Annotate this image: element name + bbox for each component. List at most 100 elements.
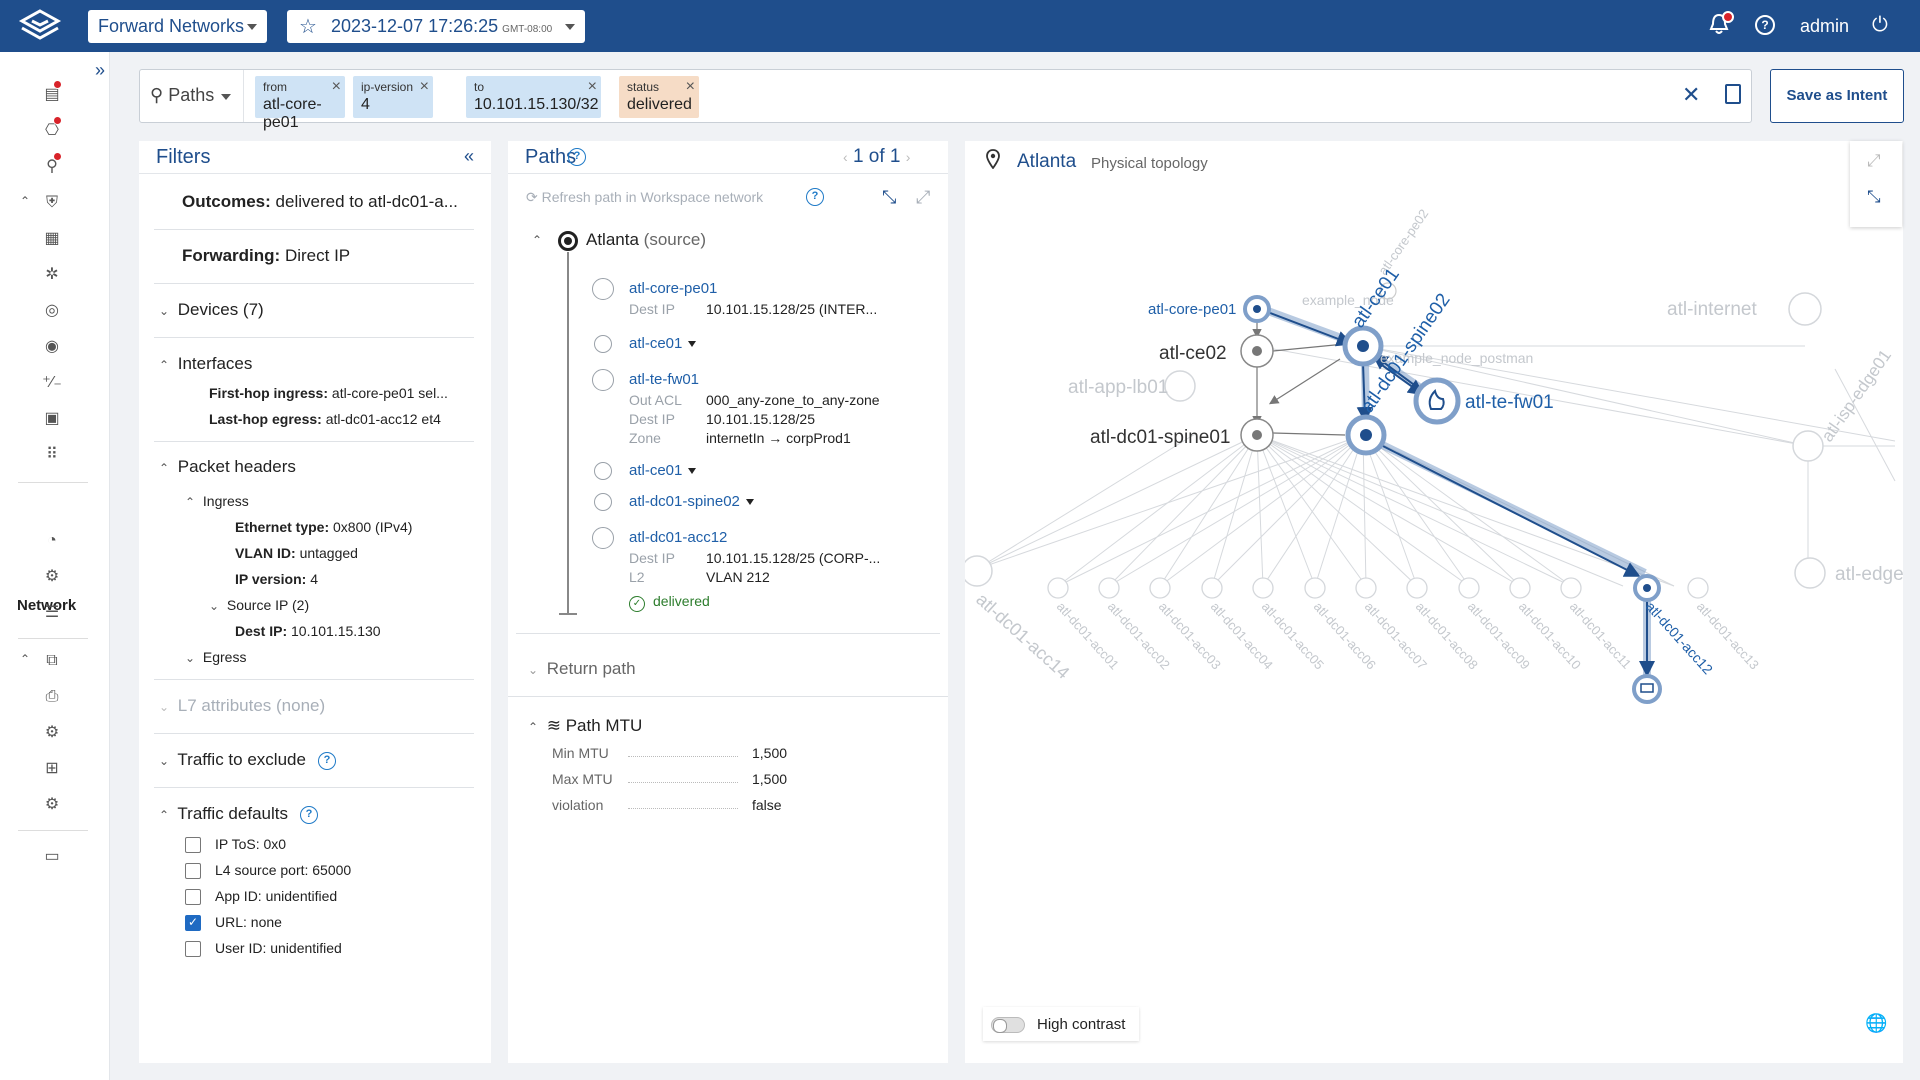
collapse-view-icon[interactable]: ⤡ bbox=[882, 187, 897, 207]
target-icon[interactable]: ◎ bbox=[45, 302, 59, 319]
search-icon: ⚲ bbox=[150, 85, 164, 105]
topology-title[interactable]: Atlanta bbox=[1017, 151, 1077, 172]
expand-view-icon[interactable]: ⤢ bbox=[916, 187, 931, 207]
star-icon[interactable]: ☆ bbox=[299, 16, 317, 38]
filter-outcomes[interactable]: Outcomes: delivered to atl-dc01-a... bbox=[182, 192, 458, 212]
grid-search-icon[interactable]: ▦ bbox=[44, 230, 60, 247]
node-acc14[interactable] bbox=[965, 555, 993, 587]
dashboard-icon[interactable]: ◔ bbox=[47, 532, 57, 549]
hop-link[interactable]: atl-dc01-spine02 bbox=[629, 493, 754, 510]
search-alert-icon[interactable]: ⚲ bbox=[41, 152, 63, 178]
topology-graph[interactable]: atl-core-pe01 atl-core-pe02 example_node… bbox=[965, 141, 1903, 1063]
query-mode-select[interactable]: ⚲ Paths bbox=[140, 70, 244, 122]
checkbox-ip-tos[interactable] bbox=[185, 837, 201, 853]
gear-icon[interactable]: ⚙ bbox=[44, 796, 60, 813]
filter-traffic-exclude[interactable]: ⌄ Traffic to exclude? bbox=[159, 750, 336, 770]
help-icon[interactable]: ? bbox=[568, 148, 586, 166]
snapshot-select[interactable]: ☆ 2023-12-07 17:26:25 GMT-08:00 bbox=[287, 10, 585, 43]
forward-logo-icon[interactable] bbox=[18, 8, 62, 44]
notification-doc-icon[interactable]: ▤ bbox=[41, 80, 63, 106]
refresh-path-button[interactable]: ⟳ Refresh path in Workspace network bbox=[526, 189, 763, 206]
hop-link[interactable]: atl-core-pe01 bbox=[629, 280, 718, 297]
node-host[interactable] bbox=[1632, 674, 1662, 704]
apps-grid-icon[interactable]: ⠿ bbox=[46, 446, 58, 463]
shield-icon[interactable]: ⛨ bbox=[45, 194, 58, 211]
checkbox-url[interactable]: ✓ bbox=[185, 915, 201, 931]
filter-devices[interactable]: ⌄ Devices (7) bbox=[159, 300, 264, 320]
bell-icon[interactable] bbox=[1708, 11, 1734, 38]
high-contrast-toggle[interactable] bbox=[991, 1017, 1025, 1033]
node-edge[interactable] bbox=[1794, 557, 1826, 589]
hop-link[interactable]: atl-ce01 bbox=[629, 335, 697, 352]
checkbox-app-id[interactable] bbox=[185, 889, 201, 905]
filter-key: Outcomes: bbox=[182, 192, 271, 211]
help-icon[interactable]: ? bbox=[299, 805, 318, 824]
expand-view-icon[interactable]: ⤢ bbox=[1867, 151, 1881, 170]
filter-packet-headers[interactable]: ⌃ Packet headers bbox=[159, 457, 296, 477]
clear-query-icon[interactable]: ✕ bbox=[1682, 82, 1701, 107]
node-core-pe02[interactable] bbox=[1379, 282, 1397, 300]
monitor-alert-icon[interactable]: ⎔ bbox=[41, 116, 63, 142]
help-icon[interactable]: ? bbox=[1755, 15, 1775, 35]
filter-traffic-defaults[interactable]: ⌃ Traffic defaults? bbox=[159, 804, 318, 824]
network-settings-icon[interactable]: ⚙ bbox=[44, 568, 60, 585]
close-icon[interactable]: × bbox=[419, 78, 429, 95]
filter-forwarding[interactable]: Forwarding: Direct IP bbox=[182, 246, 350, 266]
filter-interfaces[interactable]: ⌃ Interfaces bbox=[159, 354, 252, 374]
snowflake-icon[interactable]: ✲ bbox=[45, 266, 59, 283]
filter-value: Direct IP bbox=[284, 246, 351, 265]
expand-rail-icon[interactable]: » bbox=[95, 60, 106, 80]
chip-value: 10.101.15.130/32 bbox=[474, 96, 599, 113]
node-internet[interactable] bbox=[1788, 292, 1822, 326]
chevron-up-icon[interactable]: ⌃ bbox=[20, 194, 31, 208]
return-path-toggle[interactable]: ⌄ Return path bbox=[528, 659, 636, 679]
report-search-icon[interactable]: ▣ bbox=[44, 410, 60, 427]
help-icon[interactable]: ? bbox=[317, 751, 336, 770]
next-path-icon[interactable]: › bbox=[905, 149, 911, 165]
save-as-intent-button[interactable]: Save as Intent bbox=[1770, 69, 1904, 123]
node-isp-edge01[interactable] bbox=[1792, 430, 1824, 462]
access-nodes[interactable] bbox=[1047, 577, 1709, 599]
hop-link[interactable]: atl-dc01-acc12 bbox=[629, 529, 728, 546]
chevron-up-icon[interactable]: ⌃ bbox=[20, 652, 31, 666]
close-icon[interactable]: × bbox=[685, 78, 695, 95]
filter-ingress[interactable]: ⌃ Ingress bbox=[185, 493, 249, 509]
filter-source-ip[interactable]: ⌄ Source IP (2) bbox=[209, 597, 309, 613]
collapse-panel-icon[interactable]: « bbox=[464, 146, 475, 166]
code-doc-icon[interactable]: ⧉ bbox=[46, 652, 58, 669]
diff-icon[interactable]: ⁺∕₋ bbox=[42, 374, 62, 391]
help-icon[interactable]: ? bbox=[806, 188, 824, 206]
node-app-lb01[interactable] bbox=[1164, 370, 1196, 402]
query-chip-status[interactable]: status delivered × bbox=[619, 76, 699, 118]
docs-icon[interactable]: ▭ bbox=[44, 848, 60, 865]
power-icon[interactable]: ⏻ bbox=[1872, 14, 1888, 36]
query-chip-to[interactable]: to 10.101.15.130/32 × bbox=[466, 76, 601, 118]
query-chip-ip-version[interactable]: ip-version 4 × bbox=[353, 76, 433, 118]
network-select[interactable]: Forward Networks bbox=[88, 10, 267, 43]
settings-cog-icon[interactable]: ⚙ bbox=[44, 724, 60, 741]
globe-icon[interactable]: 🌐 bbox=[1865, 1013, 1888, 1033]
query-chip-from[interactable]: from atl-core-pe01 × bbox=[255, 76, 345, 131]
close-icon[interactable]: × bbox=[587, 78, 597, 95]
path-source[interactable]: ⌃ bbox=[532, 229, 546, 249]
path-mtu-section[interactable]: ⌃ ≋ Path MTU bbox=[528, 716, 642, 736]
hop-link[interactable]: atl-te-fw01 bbox=[629, 371, 700, 388]
hop-link[interactable]: atl-ce01 bbox=[629, 462, 697, 479]
node-te-fw01[interactable] bbox=[1413, 377, 1461, 425]
close-icon[interactable]: × bbox=[331, 78, 341, 95]
checkbox-user-id[interactable] bbox=[185, 941, 201, 957]
prev-path-icon[interactable]: ‹ bbox=[843, 149, 848, 165]
chevron-down-icon: ⌄ bbox=[159, 304, 170, 318]
filter-key: Last-hop egress: bbox=[209, 411, 322, 427]
mtu-value: 1,500 bbox=[752, 745, 788, 761]
collection-icon[interactable]: ⊞ bbox=[45, 760, 59, 777]
sliders-icon[interactable]: ☰ bbox=[44, 604, 60, 621]
eye-search-icon[interactable]: ◉ bbox=[45, 338, 59, 355]
copy-icon[interactable] bbox=[1725, 84, 1741, 104]
query-bar[interactable]: ⚲ Paths from atl-core-pe01 × ip-version … bbox=[139, 69, 1752, 131]
collapse-view-icon[interactable]: ⤡ bbox=[1867, 187, 1881, 206]
user-menu[interactable]: admin bbox=[1800, 16, 1850, 36]
checkbox-l4-source-port[interactable] bbox=[185, 863, 201, 879]
snapshot-icon[interactable]: ⎙ bbox=[45, 688, 59, 705]
filter-egress[interactable]: ⌄ Egress bbox=[185, 649, 246, 665]
